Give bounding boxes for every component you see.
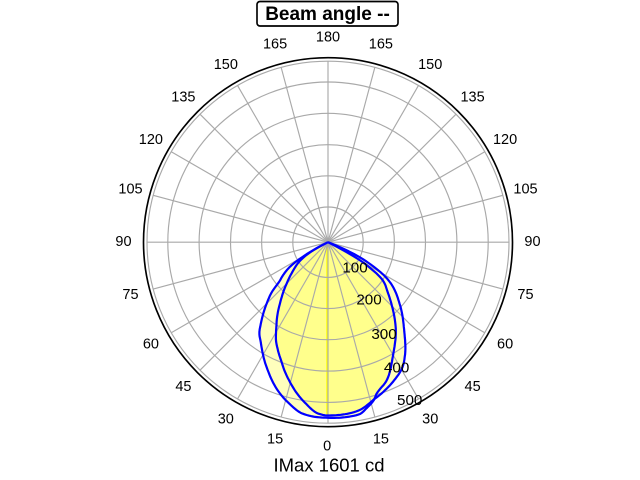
svg-text:45: 45 [175, 379, 191, 395]
svg-text:30: 30 [218, 411, 234, 427]
svg-text:135: 135 [171, 90, 195, 106]
svg-text:300: 300 [371, 326, 396, 343]
svg-text:60: 60 [143, 337, 159, 353]
svg-text:0: 0 [323, 439, 331, 455]
svg-text:60: 60 [497, 337, 513, 353]
svg-text:75: 75 [122, 287, 138, 303]
svg-text:Beam angle --: Beam angle -- [265, 4, 390, 25]
svg-text:75: 75 [517, 287, 533, 303]
svg-text:15: 15 [373, 432, 389, 448]
svg-text:IMax 1601 cd: IMax 1601 cd [273, 455, 384, 476]
svg-text:150: 150 [214, 57, 238, 73]
svg-text:500: 500 [397, 392, 422, 409]
svg-text:165: 165 [263, 37, 287, 53]
svg-text:135: 135 [460, 90, 484, 106]
svg-text:400: 400 [384, 359, 409, 376]
svg-text:45: 45 [465, 379, 481, 395]
svg-text:150: 150 [418, 57, 442, 73]
svg-text:105: 105 [513, 181, 537, 197]
svg-text:105: 105 [118, 181, 142, 197]
svg-text:180: 180 [316, 30, 340, 46]
svg-text:15: 15 [267, 432, 283, 448]
svg-text:90: 90 [524, 234, 540, 250]
svg-text:30: 30 [422, 411, 438, 427]
svg-text:120: 120 [493, 132, 517, 148]
svg-text:90: 90 [115, 234, 131, 250]
svg-text:120: 120 [139, 132, 163, 148]
svg-text:165: 165 [369, 37, 393, 53]
svg-text:200: 200 [356, 292, 381, 309]
svg-text:100: 100 [342, 260, 367, 277]
